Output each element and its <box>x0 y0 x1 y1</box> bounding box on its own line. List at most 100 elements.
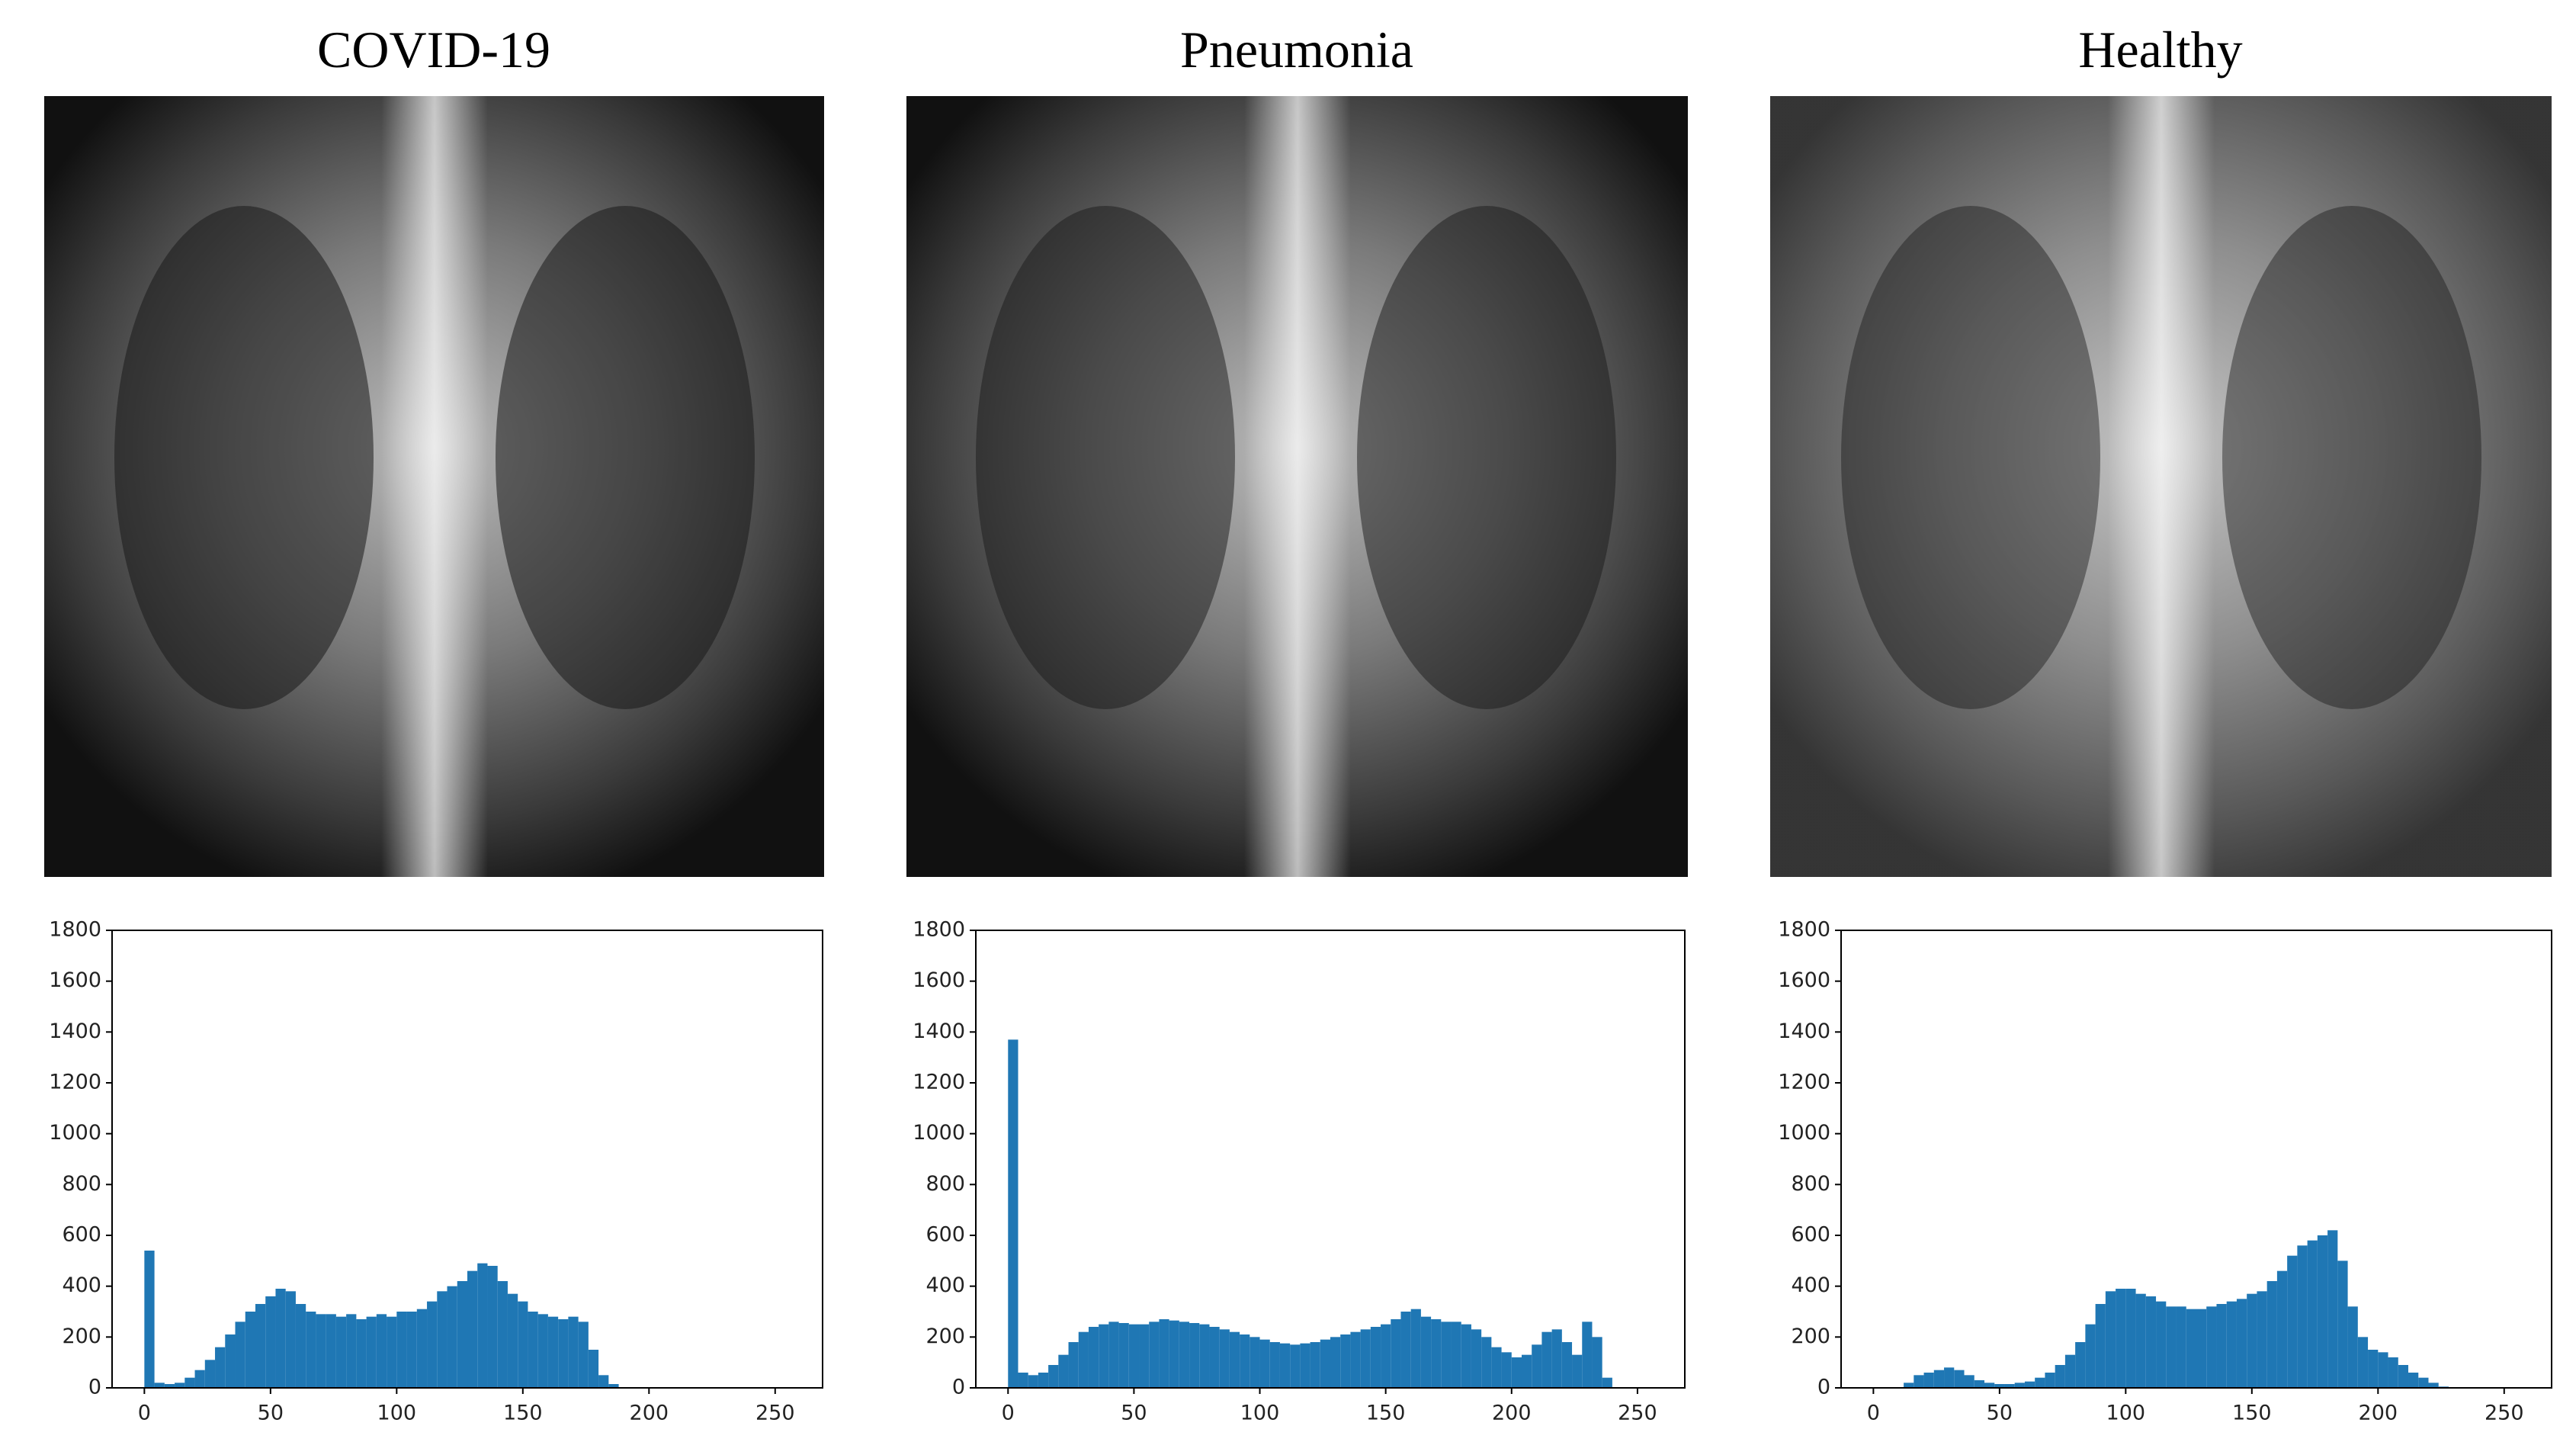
y-tick-label: 1600 <box>49 968 101 992</box>
histogram-bar <box>2368 1350 2379 1388</box>
histogram-bar <box>1360 1329 1371 1388</box>
histogram-bar <box>2257 1291 2267 1388</box>
histogram-bar <box>2408 1373 2419 1388</box>
histogram-bar <box>568 1316 579 1388</box>
histogram-bar <box>164 1384 175 1388</box>
histogram-bar <box>1209 1327 1220 1388</box>
histogram-bar <box>2236 1299 2247 1388</box>
histogram-bar <box>467 1270 478 1388</box>
histogram-bar <box>1189 1323 1200 1388</box>
y-tick-label: 600 <box>62 1223 101 1247</box>
histogram-bar <box>2125 1289 2136 1388</box>
histogram-bar <box>1572 1354 1583 1388</box>
histogram-bar <box>1018 1373 1028 1388</box>
histogram-bar <box>2095 1304 2106 1388</box>
histogram-bar <box>2024 1381 2035 1388</box>
x-tick-label: 250 <box>2485 1402 2524 1425</box>
histogram-bar <box>326 1314 336 1388</box>
histogram-bar <box>376 1314 387 1388</box>
histogram-bar <box>2206 1306 2217 1388</box>
y-tick-label: 200 <box>62 1325 101 1348</box>
histogram-bar <box>537 1314 548 1388</box>
histogram-bar <box>1994 1384 2005 1388</box>
histogram-bar <box>1904 1383 1914 1388</box>
histogram-bar <box>2266 1281 2277 1388</box>
histogram-bar <box>2428 1383 2439 1388</box>
histogram-bar <box>2075 1342 2086 1388</box>
axes-frame <box>111 930 823 1389</box>
histogram-bar <box>416 1309 428 1388</box>
histogram-bar <box>528 1312 538 1388</box>
y-tick-label: 800 <box>925 1172 965 1196</box>
y-tick-label: 1600 <box>913 968 965 992</box>
histogram-bar <box>1431 1319 1442 1388</box>
histogram-bar <box>387 1316 397 1388</box>
histogram-bar <box>1259 1339 1270 1388</box>
histogram-bar <box>2186 1309 2196 1388</box>
histogram-bar <box>2156 1301 2167 1388</box>
histogram-bar <box>2196 1309 2207 1388</box>
histogram-bar <box>1914 1375 1924 1388</box>
histogram-bar <box>1269 1342 1280 1388</box>
histogram-bar <box>507 1293 518 1388</box>
histogram-bar <box>2276 1270 2288 1388</box>
histogram-bar <box>1038 1373 1049 1388</box>
histogram-bar <box>1320 1339 1330 1388</box>
histogram-bar <box>275 1289 286 1388</box>
histogram-bar <box>1370 1327 1381 1388</box>
histogram-bar <box>588 1350 599 1388</box>
y-tick-label: 1200 <box>1778 1071 1830 1094</box>
xray-image <box>1770 96 2552 877</box>
histogram-bar <box>225 1334 236 1388</box>
histogram-bar <box>406 1312 417 1388</box>
y-tick-label: 600 <box>925 1223 965 1247</box>
histogram-bar <box>1159 1319 1169 1388</box>
y-tick-label: 1400 <box>1778 1020 1830 1043</box>
histogram-bar <box>356 1319 367 1388</box>
histogram-bar <box>154 1383 165 1388</box>
histogram-bar <box>558 1319 569 1388</box>
histogram-bar <box>497 1281 508 1388</box>
y-tick-label: 1800 <box>49 918 101 942</box>
histogram-bar <box>1229 1331 1240 1388</box>
histogram-bar <box>2045 1373 2055 1388</box>
histogram-bar <box>2135 1293 2146 1388</box>
histogram-bar <box>2327 1230 2338 1388</box>
histogram-bar <box>265 1296 276 1388</box>
y-tick-label: 1000 <box>49 1121 101 1145</box>
histogram-bar <box>2388 1357 2398 1388</box>
x-tick-label: 50 <box>258 1402 284 1425</box>
x-tick-label: 150 <box>1366 1402 1406 1425</box>
x-tick-label: 100 <box>377 1402 417 1425</box>
axes-frame <box>975 930 1686 1389</box>
y-tick-label: 400 <box>62 1273 101 1297</box>
histogram-bar <box>1964 1375 1975 1388</box>
histogram-bar <box>1240 1334 1250 1388</box>
histogram-bar <box>1441 1322 1452 1388</box>
histogram-bar <box>1290 1344 1301 1388</box>
histogram-bar <box>1501 1352 1512 1388</box>
histogram-bar <box>1219 1329 1230 1388</box>
histogram-bar <box>1461 1324 1471 1388</box>
axes-frame <box>1840 930 2552 1389</box>
histogram-bar <box>285 1291 296 1388</box>
histogram-bar <box>1088 1327 1099 1388</box>
x-tick-label: 0 <box>1002 1402 1015 1425</box>
histogram-bar <box>1118 1323 1129 1388</box>
y-tick-label: 1000 <box>1778 1121 1830 1145</box>
histogram-bar <box>215 1347 226 1388</box>
histogram-bar <box>295 1304 306 1388</box>
histogram-bar <box>2307 1240 2318 1388</box>
y-tick-label: 0 <box>88 1376 101 1399</box>
histogram-bar <box>427 1301 438 1388</box>
histogram-bar <box>1491 1347 1502 1388</box>
histogram-bar <box>396 1312 407 1388</box>
histogram-bar <box>1532 1344 1542 1388</box>
histogram-bar <box>1068 1342 1079 1388</box>
histogram-bar <box>335 1316 347 1388</box>
histogram-bar <box>447 1286 457 1388</box>
y-tick-label: 600 <box>1791 1223 1830 1247</box>
histogram-bar <box>487 1266 498 1388</box>
histogram-bar <box>1340 1334 1351 1388</box>
